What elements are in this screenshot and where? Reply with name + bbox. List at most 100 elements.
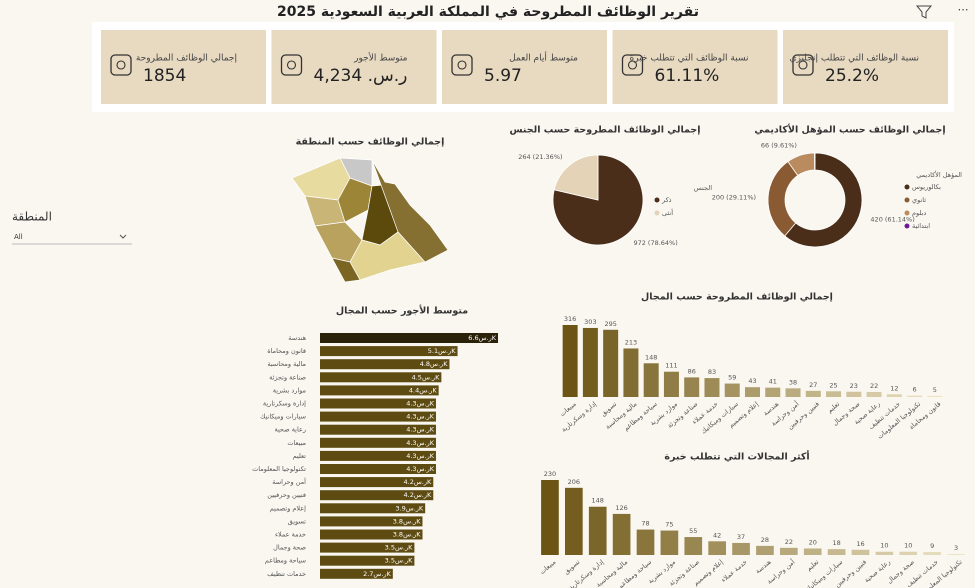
data-label: 5: [933, 386, 937, 394]
slice: [553, 154, 599, 201]
kpi-label: نسبة الوظائف التي تتطلب إنجليزي: [789, 54, 919, 64]
bar: [562, 325, 578, 397]
kpi-value: 25.2%: [825, 66, 879, 86]
data-label: 316: [564, 315, 576, 323]
data-label: ر.س3.8K: [393, 517, 421, 525]
legend-label: ابتدائية: [912, 222, 930, 230]
bar: [320, 359, 450, 370]
bar: [947, 554, 965, 555]
kpi-icon: [792, 54, 814, 76]
data-label: 22: [870, 382, 878, 390]
kpi-icon-dot: [798, 60, 808, 70]
data-label: 264 (21.36%): [518, 153, 562, 161]
bar: [875, 551, 894, 555]
bar: [663, 371, 679, 397]
kpi-value: 61.11%: [655, 66, 720, 86]
data-label: 972 (78.64%): [633, 239, 677, 247]
kpi-icon: [451, 54, 473, 76]
kpi-label: إجمالي الوظائف المطروحة: [136, 54, 237, 64]
bar: [603, 329, 619, 397]
data-label: ر.س4.3K: [406, 426, 434, 434]
bar: [623, 348, 639, 397]
data-label: 59: [728, 374, 736, 382]
kpi-card: [442, 30, 607, 104]
kpi-icon-dot: [116, 60, 126, 70]
data-label: 25: [829, 381, 837, 389]
bar: [320, 503, 426, 514]
bar: [588, 506, 607, 555]
data-label: 12: [890, 384, 898, 392]
bar: [684, 537, 703, 555]
data-label: 230: [544, 470, 556, 478]
bar: [803, 548, 822, 555]
data-label: 83: [708, 368, 716, 376]
bar: [320, 424, 436, 435]
data-label: 75: [665, 521, 673, 529]
slicer-value: All: [14, 233, 23, 241]
legend-marker: [904, 184, 910, 190]
kpi-icon: [280, 54, 303, 76]
data-label: ر.س4.2K: [404, 491, 432, 499]
data-label: 86: [688, 367, 696, 375]
bar: [320, 477, 434, 488]
bar: [636, 529, 655, 555]
bar: [765, 387, 781, 397]
y-tick-label: إدارة وسكرتارية: [263, 400, 306, 408]
kpi-label: نسبة الوظائف التي تتطلب خبرة: [630, 54, 749, 64]
data-label: ر.س2.7K: [363, 570, 391, 578]
kpi-card: [271, 30, 437, 104]
legend-label: ثانوي: [912, 196, 926, 204]
legend-marker: [904, 197, 910, 203]
bar: [827, 549, 846, 555]
data-label: 10: [880, 542, 888, 550]
bar: [756, 545, 774, 555]
data-label: 303: [584, 318, 596, 326]
data-label: 28: [761, 536, 769, 544]
y-tick-label: تعليم: [293, 452, 307, 460]
kpi-card: [101, 30, 266, 104]
kpi-label: متوسط أيام العمل: [509, 52, 578, 64]
data-label: ر.س3.5K: [385, 544, 413, 552]
data-label: ر.س4.3K: [406, 400, 434, 408]
data-label: ر.س3.8K: [393, 531, 421, 539]
bar: [320, 516, 423, 527]
slicer-dropdown[interactable]: All: [12, 233, 132, 245]
y-tick-label: صناعة وتجزئة: [269, 373, 306, 381]
map-title: إجمالي الوظائف حسب المنطقة: [296, 137, 445, 148]
bar: [745, 387, 760, 397]
legend-marker: [904, 223, 910, 229]
y-tick-label: تسويق: [288, 517, 306, 525]
bar: [320, 568, 393, 579]
bar: [866, 391, 882, 397]
kpi-icon: [110, 54, 132, 76]
kpi-icon: [621, 54, 644, 76]
bar: [851, 549, 870, 555]
kpi-label: متوسط الأجور: [353, 52, 408, 64]
bar: [899, 551, 918, 555]
kpi-value: 5.97: [484, 66, 522, 86]
page-title: تقرير الوظائف المطروحة في المملكة العربي…: [277, 4, 699, 20]
data-label: 41: [769, 378, 777, 386]
bar: [846, 391, 862, 397]
y-tick-label: تكنولوجيا المعلومات: [252, 465, 306, 473]
filter-shape: [915, 5, 933, 19]
map-region: [349, 231, 426, 281]
data-label: 148: [645, 353, 657, 361]
data-label: 78: [641, 520, 649, 528]
map-region: [331, 257, 361, 283]
y-tick-label: سياحة ومطاعم: [265, 557, 306, 565]
bar: [724, 383, 740, 397]
filter-icon[interactable]: [915, 5, 933, 19]
legend-marker: [904, 210, 910, 216]
data-label: 37: [737, 533, 745, 541]
slicer-chevron: [119, 234, 127, 239]
legend-label: أنثى: [662, 208, 673, 217]
data-label: 27: [809, 381, 817, 389]
data-label: 148: [592, 497, 604, 505]
data-label: 18: [832, 539, 840, 547]
more-icon[interactable]: ⋯: [958, 3, 969, 16]
y-tick-label: فنيين وحرفيين: [267, 491, 306, 499]
data-label: 10: [904, 542, 912, 550]
data-label: ر.س4.3K: [406, 439, 434, 447]
